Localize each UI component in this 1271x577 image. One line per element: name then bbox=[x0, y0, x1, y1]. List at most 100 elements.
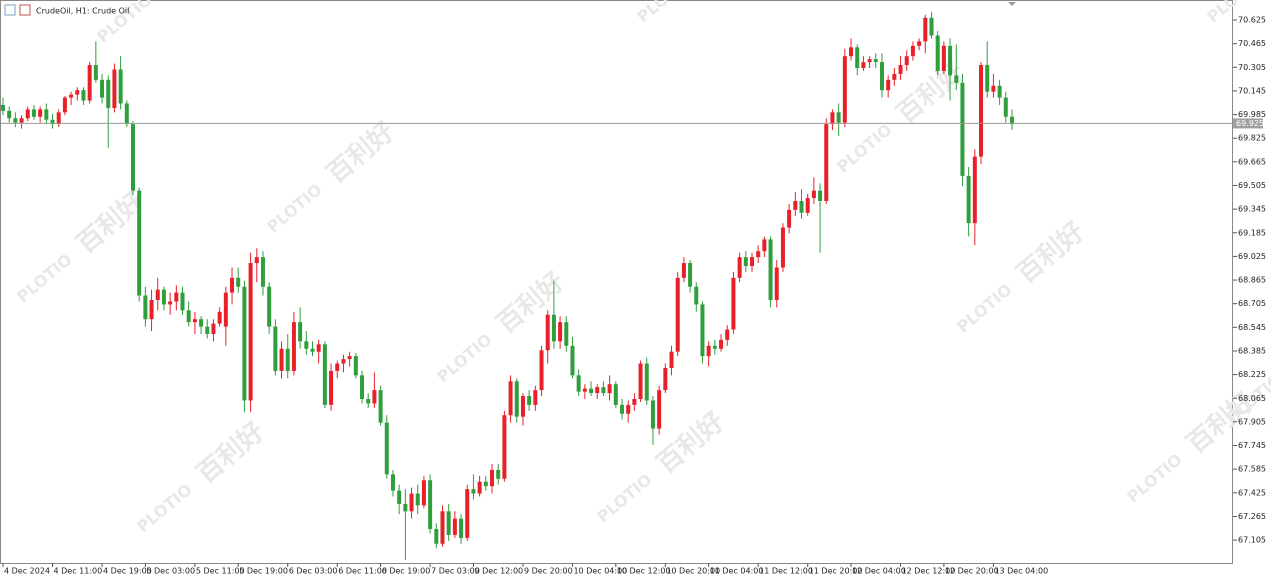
x-tick-label: 11 Dec 04:00 bbox=[710, 567, 764, 576]
candle-body bbox=[1009, 116, 1014, 125]
candle-body bbox=[329, 370, 334, 405]
candle-body bbox=[997, 85, 1002, 98]
candle-body bbox=[19, 118, 24, 123]
candle-body bbox=[954, 75, 959, 83]
candle-body bbox=[428, 480, 433, 530]
candle-body bbox=[137, 190, 142, 296]
candle-body bbox=[861, 62, 866, 69]
candle-body bbox=[805, 198, 810, 213]
candle-body bbox=[774, 267, 779, 300]
candle-body bbox=[397, 490, 402, 504]
candle-body bbox=[267, 286, 272, 327]
candle-body bbox=[855, 47, 860, 69]
current-price-tag bbox=[1233, 118, 1263, 129]
candle-body bbox=[143, 295, 148, 320]
y-tick-label: 69.825 bbox=[1238, 134, 1266, 143]
candle-body bbox=[56, 112, 61, 125]
y-tick-label: 68.225 bbox=[1238, 370, 1266, 379]
candle-body bbox=[576, 375, 581, 392]
y-tick-label: 70.465 bbox=[1238, 39, 1266, 48]
candle-body bbox=[836, 112, 841, 123]
candle-body bbox=[725, 329, 730, 340]
candle-body bbox=[459, 518, 464, 538]
candle-body bbox=[595, 387, 600, 394]
candle-body bbox=[31, 109, 36, 117]
y-tick-label: 67.905 bbox=[1238, 417, 1266, 426]
candle-body bbox=[520, 396, 525, 417]
y-tick-label: 68.705 bbox=[1238, 299, 1266, 308]
candle-body bbox=[360, 375, 365, 399]
candle-body bbox=[130, 124, 135, 191]
candle-body bbox=[700, 304, 705, 357]
candle-body bbox=[440, 511, 445, 544]
candle-body bbox=[731, 277, 736, 330]
y-tick-label: 67.265 bbox=[1238, 512, 1266, 521]
y-tick-label: 67.425 bbox=[1238, 488, 1266, 497]
x-tick-label: 9 Dec 20:00 bbox=[524, 567, 573, 576]
candle-body bbox=[898, 65, 903, 74]
candle-body bbox=[904, 56, 909, 66]
candle-body bbox=[929, 17, 934, 36]
candle-body bbox=[706, 345, 711, 357]
candle-body bbox=[149, 299, 154, 320]
candle-body bbox=[223, 292, 228, 327]
candle-body bbox=[650, 400, 655, 429]
candle-body bbox=[564, 322, 569, 346]
candle-body bbox=[335, 363, 340, 371]
candle-body bbox=[93, 65, 98, 80]
candle-body bbox=[688, 263, 693, 287]
candle-body bbox=[260, 257, 265, 287]
candle-body bbox=[756, 251, 761, 258]
shift-marker bbox=[1008, 2, 1016, 6]
y-tick-label: 68.065 bbox=[1238, 394, 1266, 403]
candle-body bbox=[842, 56, 847, 123]
candle-body bbox=[13, 118, 18, 123]
y-tick-label: 67.585 bbox=[1238, 465, 1266, 474]
candle-body bbox=[62, 97, 67, 113]
y-tick-label: 69.185 bbox=[1238, 228, 1266, 237]
candle-body bbox=[712, 345, 717, 349]
candle-body bbox=[118, 69, 123, 104]
candle-body bbox=[632, 398, 637, 405]
candle-body bbox=[638, 363, 643, 399]
y-tick-label: 68.385 bbox=[1238, 346, 1266, 355]
candle-body bbox=[409, 493, 414, 512]
chart-title: CrudeOil, H1: Crude Oil bbox=[36, 7, 129, 16]
y-tick-label: 69.025 bbox=[1238, 252, 1266, 261]
candle-body bbox=[44, 109, 49, 120]
candle-body bbox=[465, 489, 470, 538]
candle-body bbox=[75, 90, 80, 95]
candle-body bbox=[285, 348, 290, 371]
current-price-label: 69.925 bbox=[1236, 119, 1264, 128]
candle-body bbox=[657, 390, 662, 429]
candle-body bbox=[762, 239, 767, 252]
candle-body bbox=[743, 257, 748, 267]
candle-body bbox=[681, 263, 686, 278]
x-tick-label: 9 Dec 12:00 bbox=[474, 567, 523, 576]
y-tick-label: 68.865 bbox=[1238, 276, 1266, 285]
candle-body bbox=[582, 388, 587, 392]
candle-body bbox=[378, 390, 383, 423]
candle-body bbox=[490, 469, 495, 487]
candle-body bbox=[948, 45, 953, 76]
candle-body bbox=[508, 381, 513, 416]
x-tick-label: 12 Dec 20:00 bbox=[945, 567, 999, 576]
candle-body bbox=[273, 326, 278, 371]
icon bbox=[19, 4, 31, 16]
candle-body bbox=[849, 47, 854, 57]
x-tick-label: 5 Dec 03:00 bbox=[146, 567, 195, 576]
candle-body bbox=[38, 109, 43, 117]
candle-body bbox=[7, 110, 12, 119]
candle-body bbox=[892, 73, 897, 80]
candle-body bbox=[991, 85, 996, 92]
candle-body bbox=[966, 175, 971, 224]
y-tick-label: 70.305 bbox=[1238, 63, 1266, 72]
candle-body bbox=[81, 90, 86, 101]
x-tick-label: 5 Dec 11:00 bbox=[196, 567, 245, 576]
x-tick-label: 4 Dec 11:00 bbox=[54, 567, 103, 576]
x-tick-label: 4 Dec 2024 bbox=[4, 567, 50, 576]
candle-body bbox=[910, 45, 915, 57]
candle-body bbox=[316, 344, 321, 352]
candle-body bbox=[310, 348, 315, 352]
